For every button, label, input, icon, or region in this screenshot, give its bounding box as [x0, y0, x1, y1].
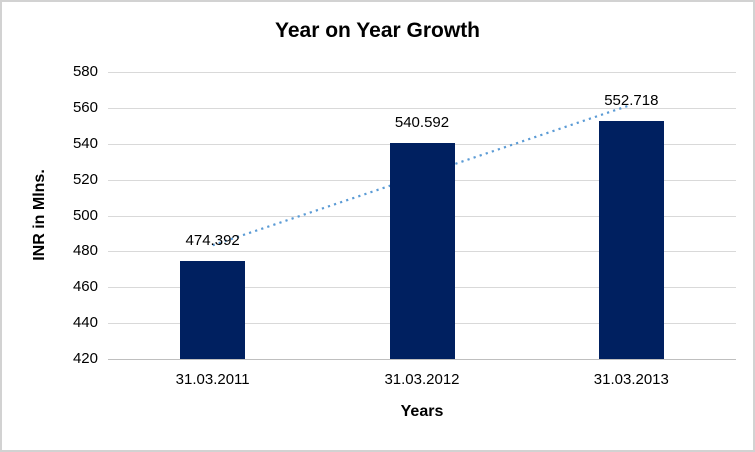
y-tick-label: 460: [72, 278, 98, 296]
gridline: [108, 72, 736, 73]
y-tick-label: 580: [72, 63, 98, 80]
data-label: 474.392: [185, 232, 240, 250]
y-tick-label: 520: [72, 170, 98, 188]
data-label: 552.718: [604, 91, 659, 109]
y-tick-label: 480: [72, 242, 98, 260]
plot-area: 474.392 540.592 552.718: [108, 72, 736, 360]
x-axis-title: Years: [400, 403, 444, 420]
bar-31.03.2012: [389, 142, 455, 359]
y-tick-label: 560: [72, 98, 98, 116]
y-tick-label: 540: [72, 134, 98, 152]
x-tick-label: 31.03.2013: [593, 371, 669, 388]
x-tick-label: 31.03.2011: [175, 371, 250, 388]
bar-31.03.2013: [598, 120, 664, 359]
y-tick-label: 500: [72, 206, 98, 224]
x-axis-line: [108, 359, 736, 360]
y-tick-label: 420: [72, 350, 98, 367]
bar-31.03.2011: [180, 261, 246, 359]
chart-title: Year on Year Growth: [274, 19, 481, 42]
y-tick-label: 440: [72, 314, 98, 332]
data-label: 540.592: [394, 113, 450, 131]
gridline: [108, 107, 736, 109]
x-tick-label: 31.03.2012: [384, 371, 460, 388]
